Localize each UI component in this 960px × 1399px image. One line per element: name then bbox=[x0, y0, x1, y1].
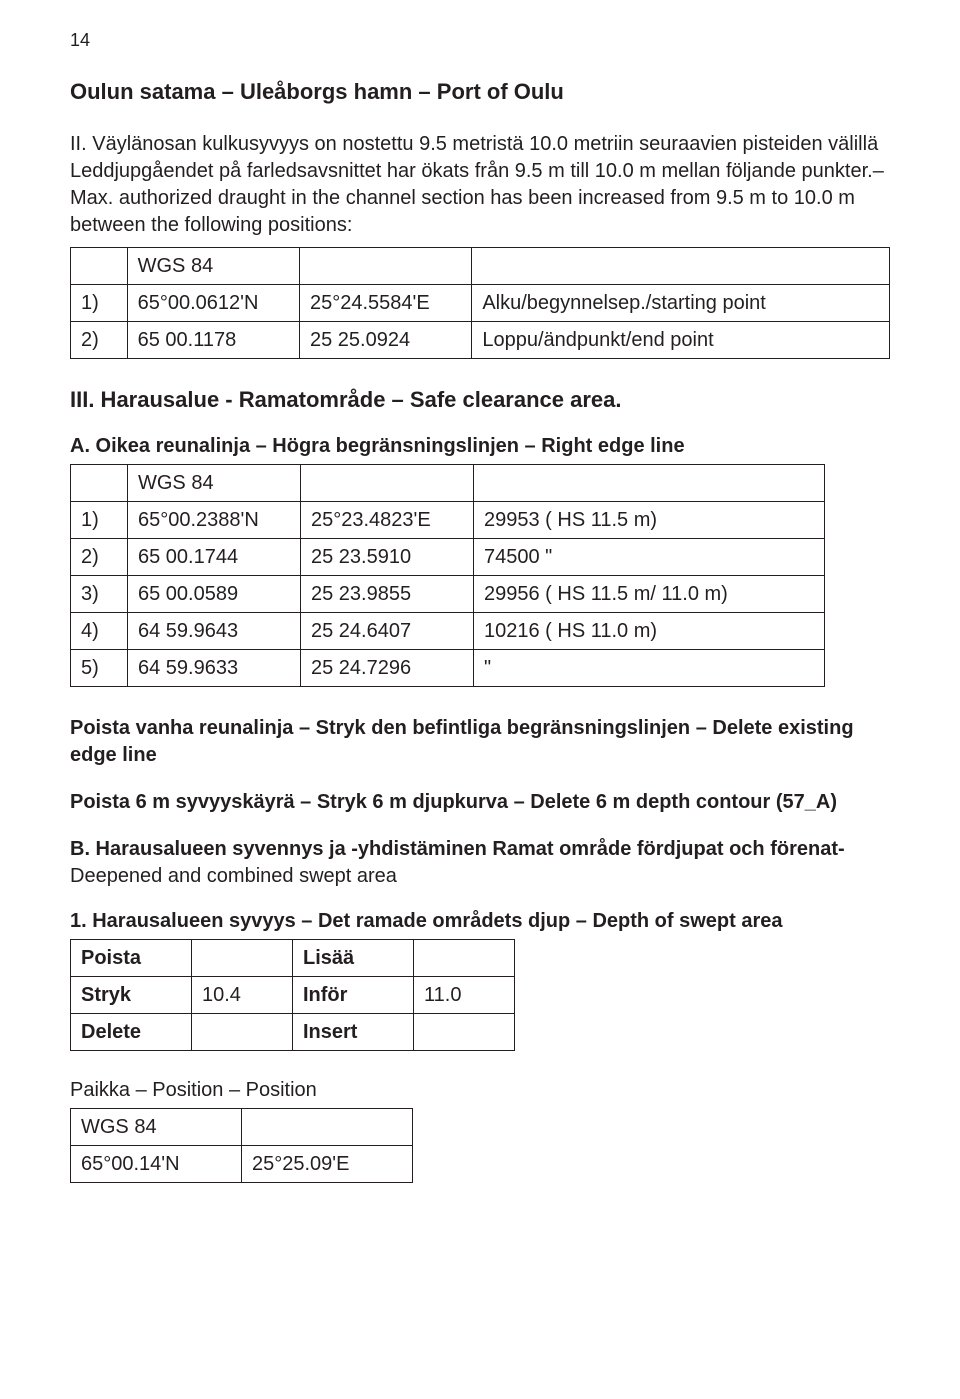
cell: Alku/begynnelsep./starting point bbox=[472, 285, 890, 322]
cell: 65°00.2388'N bbox=[128, 502, 301, 539]
cell: 4) bbox=[71, 613, 128, 650]
cell: Delete bbox=[71, 1014, 192, 1051]
delete-contour-paragraph: Poista 6 m syvyyskäyrä – Stryk 6 m djupk… bbox=[70, 789, 890, 816]
item-1-heading: 1. Harausalueen syvyys – Det ramade områ… bbox=[70, 910, 890, 933]
cell: 5) bbox=[71, 650, 128, 687]
position-label: Paikka – Position – Position bbox=[70, 1079, 890, 1102]
cell bbox=[192, 940, 293, 977]
cell bbox=[71, 248, 128, 285]
cell: Insert bbox=[293, 1014, 414, 1051]
cell: 64 59.9643 bbox=[128, 613, 301, 650]
cell: 65°00.14'N bbox=[71, 1146, 242, 1183]
cell bbox=[301, 465, 474, 502]
cell bbox=[414, 1014, 515, 1051]
cell: 65°00.0612'N bbox=[127, 285, 299, 322]
cell: 29953 ( HS 11.5 m) bbox=[474, 502, 825, 539]
table-row: 65°00.14'N 25°25.09'E bbox=[71, 1146, 413, 1183]
document-page: 14 Oulun satama – Uleåborgs hamn – Port … bbox=[0, 0, 960, 1399]
cell: 65 00.1178 bbox=[127, 322, 299, 359]
table-row: WGS 84 bbox=[71, 248, 890, 285]
cell: 2) bbox=[71, 322, 128, 359]
table-row: WGS 84 bbox=[71, 465, 825, 502]
table-row: 1) 65°00.0612'N 25°24.5584'E Alku/begynn… bbox=[71, 285, 890, 322]
cell bbox=[299, 248, 471, 285]
cell bbox=[472, 248, 890, 285]
cell: 25°24.5584'E bbox=[299, 285, 471, 322]
table-row: 2) 65 00.1744 25 23.5910 74500 " bbox=[71, 539, 825, 576]
cell: 11.0 bbox=[414, 977, 515, 1014]
cell: 29956 ( HS 11.5 m/ 11.0 m) bbox=[474, 576, 825, 613]
cell: WGS 84 bbox=[127, 248, 299, 285]
cell: WGS 84 bbox=[128, 465, 301, 502]
section-iii-heading: III. Harausalue - Ramatområde – Safe cle… bbox=[70, 387, 890, 413]
cell: 25 25.0924 bbox=[299, 322, 471, 359]
cell: 25 24.7296 bbox=[301, 650, 474, 687]
cell: WGS 84 bbox=[71, 1109, 242, 1146]
cell: 3) bbox=[71, 576, 128, 613]
cell: 25 24.6407 bbox=[301, 613, 474, 650]
table-delete-insert: Poista Lisää Stryk 10.4 Inför 11.0 Delet… bbox=[70, 939, 515, 1051]
cell: Lisää bbox=[293, 940, 414, 977]
cell: Loppu/ändpunkt/end point bbox=[472, 322, 890, 359]
cell: 1) bbox=[71, 285, 128, 322]
cell bbox=[242, 1109, 413, 1146]
table-row: 4) 64 59.9643 25 24.6407 10216 ( HS 11.0… bbox=[71, 613, 825, 650]
page-title: Oulun satama – Uleåborgs hamn – Port of … bbox=[70, 79, 890, 105]
table-row: 5) 64 59.9633 25 24.7296 " bbox=[71, 650, 825, 687]
table-row: 2) 65 00.1178 25 25.0924 Loppu/ändpunkt/… bbox=[71, 322, 890, 359]
table-row: WGS 84 bbox=[71, 1109, 413, 1146]
cell: Inför bbox=[293, 977, 414, 1014]
cell bbox=[414, 940, 515, 977]
cell bbox=[71, 465, 128, 502]
cell: 10216 ( HS 11.0 m) bbox=[474, 613, 825, 650]
subsection-b-paragraph: B. Harausalueen syvennys ja -yhdistämine… bbox=[70, 836, 890, 890]
table-positions-1: WGS 84 1) 65°00.0612'N 25°24.5584'E Alku… bbox=[70, 247, 890, 359]
cell: 64 59.9633 bbox=[128, 650, 301, 687]
table-row: 3) 65 00.0589 25 23.9855 29956 ( HS 11.5… bbox=[71, 576, 825, 613]
cell: 25 23.5910 bbox=[301, 539, 474, 576]
cell: 74500 " bbox=[474, 539, 825, 576]
intro-paragraph: II. Väylänosan kulkusyvyys on nostettu 9… bbox=[70, 131, 890, 239]
table-row: 1) 65°00.2388'N 25°23.4823'E 29953 ( HS … bbox=[71, 502, 825, 539]
table-row: Stryk 10.4 Inför 11.0 bbox=[71, 977, 515, 1014]
cell: Stryk bbox=[71, 977, 192, 1014]
subsection-b-rest: Deepened and combined swept area bbox=[70, 865, 397, 887]
delete-edge-line-paragraph: Poista vanha reunalinja – Stryk den befi… bbox=[70, 715, 890, 769]
table-row: Poista Lisää bbox=[71, 940, 515, 977]
cell: 2) bbox=[71, 539, 128, 576]
cell: 65 00.0589 bbox=[128, 576, 301, 613]
cell: 25 23.9855 bbox=[301, 576, 474, 613]
cell: 25°25.09'E bbox=[242, 1146, 413, 1183]
cell: " bbox=[474, 650, 825, 687]
table-position: WGS 84 65°00.14'N 25°25.09'E bbox=[70, 1108, 413, 1183]
cell: 65 00.1744 bbox=[128, 539, 301, 576]
table-row: Delete Insert bbox=[71, 1014, 515, 1051]
cell: Poista bbox=[71, 940, 192, 977]
cell: 10.4 bbox=[192, 977, 293, 1014]
subsection-a-heading: A. Oikea reunalinja – Högra begränsnings… bbox=[70, 435, 890, 458]
subsection-b-bold: B. Harausalueen syvennys ja -yhdistämine… bbox=[70, 838, 845, 860]
cell: 25°23.4823'E bbox=[301, 502, 474, 539]
cell: 1) bbox=[71, 502, 128, 539]
page-number: 14 bbox=[70, 30, 890, 51]
table-positions-2: WGS 84 1) 65°00.2388'N 25°23.4823'E 2995… bbox=[70, 464, 825, 687]
cell bbox=[192, 1014, 293, 1051]
cell bbox=[474, 465, 825, 502]
